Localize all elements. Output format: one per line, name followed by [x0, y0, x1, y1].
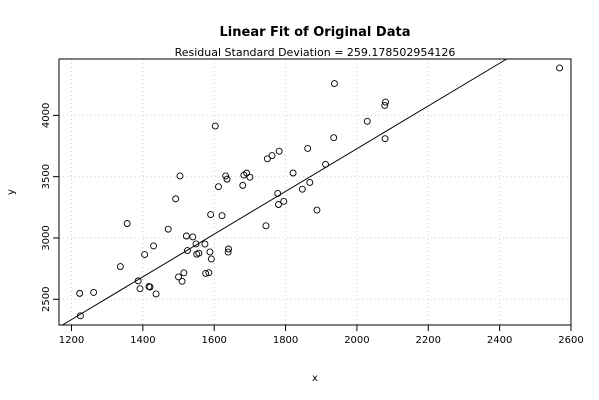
data-point — [207, 211, 215, 219]
y-tick-label: 3500 — [41, 164, 52, 189]
y-axis: 2500 3000 3500 4000 — [41, 103, 59, 312]
x-tick-label: 2400 — [487, 335, 512, 346]
data-point — [116, 263, 124, 270]
data-point — [201, 240, 209, 248]
data-point — [123, 220, 131, 227]
data-point — [164, 225, 172, 233]
data-point — [306, 178, 314, 186]
data-point — [178, 277, 186, 285]
data-point — [280, 197, 288, 205]
data-point — [274, 190, 282, 197]
y-tick-label: 3000 — [41, 225, 52, 250]
data-point — [289, 169, 297, 177]
data-point — [205, 269, 213, 277]
data-point — [225, 245, 232, 253]
data-point — [202, 269, 210, 277]
data-point — [192, 240, 200, 248]
x-tick-label: 1400 — [130, 335, 155, 346]
data-point — [176, 172, 184, 180]
data-point — [172, 195, 180, 203]
data-point — [141, 251, 149, 258]
x-axis: 1200 1400 1600 1800 2000 2200 2400 2600 — [59, 325, 584, 346]
data-point — [246, 173, 254, 181]
data-point — [363, 117, 371, 125]
data-point — [195, 249, 203, 257]
data-point — [268, 152, 276, 160]
data-point — [215, 183, 222, 191]
data-point — [382, 98, 389, 106]
x-tick-label: 1800 — [273, 335, 298, 346]
data-point — [322, 160, 329, 168]
data-point — [381, 135, 389, 143]
data-point — [262, 222, 270, 230]
data-point — [275, 147, 283, 155]
data-point — [150, 242, 158, 250]
data-point — [211, 122, 219, 130]
x-tick-label: 1200 — [59, 335, 84, 346]
plot-frame — [58, 58, 572, 326]
data-point — [556, 64, 564, 72]
data-point — [239, 181, 247, 189]
data-point — [218, 212, 226, 220]
data-point — [152, 290, 160, 298]
x-tick-label: 2200 — [416, 335, 441, 346]
data-point — [206, 248, 214, 256]
data-point — [189, 233, 197, 241]
data-point — [183, 247, 191, 255]
data-point — [263, 155, 271, 163]
data-point — [207, 255, 215, 263]
data-point — [180, 269, 188, 277]
data-point — [182, 232, 190, 240]
x-tick-label: 2000 — [344, 335, 369, 346]
data-point — [175, 273, 182, 281]
y-tick-label: 2500 — [41, 287, 52, 312]
data-point — [90, 288, 98, 296]
data-point — [304, 145, 312, 152]
y-axis-label: y — [6, 189, 17, 195]
chart-title: Linear Fit of Original Data — [220, 25, 411, 40]
data-point — [313, 206, 321, 214]
data-point — [222, 172, 230, 180]
data-point — [330, 80, 338, 87]
data-point — [224, 248, 232, 256]
fit-line-layer — [62, 58, 507, 326]
points-layer — [76, 64, 564, 320]
y-tick-label: 4000 — [41, 103, 52, 128]
data-point — [274, 201, 282, 208]
grid — [59, 59, 572, 325]
data-point — [134, 277, 142, 285]
x-axis-label: x — [312, 373, 318, 384]
fit-line — [62, 58, 507, 326]
data-point — [381, 102, 389, 109]
data-point — [146, 283, 154, 291]
x-tick-label: 1600 — [201, 335, 226, 346]
data-point — [136, 285, 144, 293]
x-tick-label: 2600 — [558, 335, 583, 346]
data-point — [223, 175, 231, 183]
data-point — [76, 289, 84, 297]
data-point — [76, 312, 84, 320]
chart-subtitle: Residual Standard Deviation = 259.178502… — [175, 46, 456, 59]
data-point — [330, 134, 338, 142]
data-point — [298, 185, 306, 193]
